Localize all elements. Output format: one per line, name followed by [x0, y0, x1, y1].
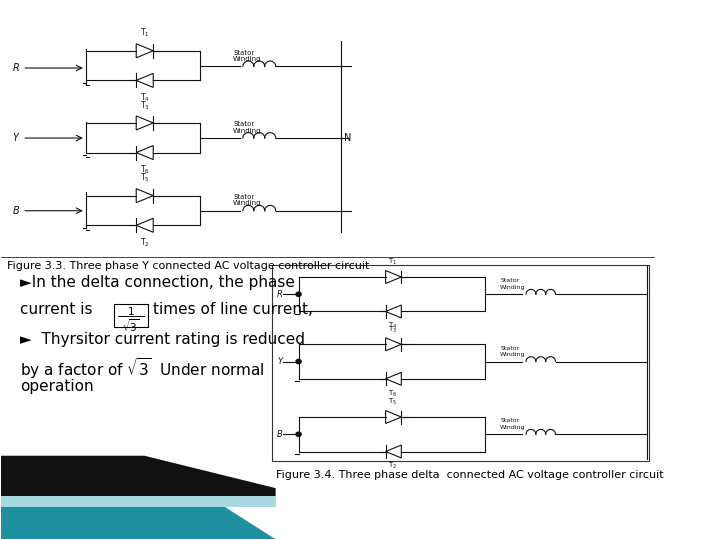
Text: Winding: Winding: [500, 352, 526, 357]
Text: T$_2$: T$_2$: [387, 461, 397, 471]
Text: ►  Thyrsitor current rating is reduced: ► Thyrsitor current rating is reduced: [20, 332, 305, 347]
Text: Winding: Winding: [233, 56, 261, 62]
Text: T$_1$: T$_1$: [140, 27, 150, 39]
Text: operation: operation: [20, 379, 94, 394]
Text: $\sqrt{3}$: $\sqrt{3}$: [122, 317, 140, 334]
Text: T$_3$: T$_3$: [140, 99, 150, 112]
Polygon shape: [1, 456, 276, 496]
Text: times of line current,: times of line current,: [153, 302, 313, 318]
Text: T$_3$: T$_3$: [387, 325, 397, 335]
Text: Y: Y: [12, 133, 19, 143]
Text: Stator: Stator: [233, 121, 254, 127]
Polygon shape: [1, 456, 276, 539]
Circle shape: [296, 432, 301, 436]
Text: Y: Y: [277, 357, 282, 366]
Text: current is: current is: [20, 302, 93, 318]
Text: Winding: Winding: [233, 127, 261, 134]
Text: T$_6$: T$_6$: [140, 164, 150, 177]
Text: Stator: Stator: [500, 418, 519, 423]
Text: Stator: Stator: [500, 279, 519, 284]
Text: T$_5$: T$_5$: [140, 172, 150, 184]
Polygon shape: [1, 496, 276, 507]
Circle shape: [296, 360, 301, 364]
Text: Winding: Winding: [233, 200, 261, 206]
Text: T$_5$: T$_5$: [387, 397, 397, 407]
Text: ►In the delta connection, the phase: ►In the delta connection, the phase: [20, 275, 295, 291]
Text: Figure 3.4. Three phase delta  connected AC voltage controller circuit: Figure 3.4. Three phase delta connected …: [276, 470, 663, 481]
Circle shape: [296, 292, 301, 296]
Text: Stator: Stator: [500, 346, 519, 350]
Text: Stator: Stator: [233, 194, 254, 200]
Text: Stator: Stator: [233, 50, 254, 56]
Text: 1: 1: [127, 307, 134, 317]
Text: Winding: Winding: [500, 425, 526, 430]
Text: N: N: [344, 133, 352, 143]
Text: B: B: [276, 430, 282, 439]
Text: by a factor of $\sqrt{3}$  Under normal: by a factor of $\sqrt{3}$ Under normal: [20, 356, 265, 381]
Text: Figure 3.3. Three phase Y connected AC voltage controller circuit: Figure 3.3. Three phase Y connected AC v…: [7, 261, 369, 271]
Text: T$_2$: T$_2$: [140, 237, 150, 249]
Text: R: R: [276, 290, 282, 299]
Text: R: R: [12, 63, 19, 73]
Text: Winding: Winding: [500, 285, 526, 290]
Text: T$_4$: T$_4$: [387, 321, 397, 332]
Text: T$_4$: T$_4$: [140, 92, 150, 104]
Bar: [272, 265, 649, 461]
Text: B: B: [12, 206, 19, 216]
Text: T$_6$: T$_6$: [387, 388, 397, 399]
Text: T$_1$: T$_1$: [387, 257, 397, 267]
